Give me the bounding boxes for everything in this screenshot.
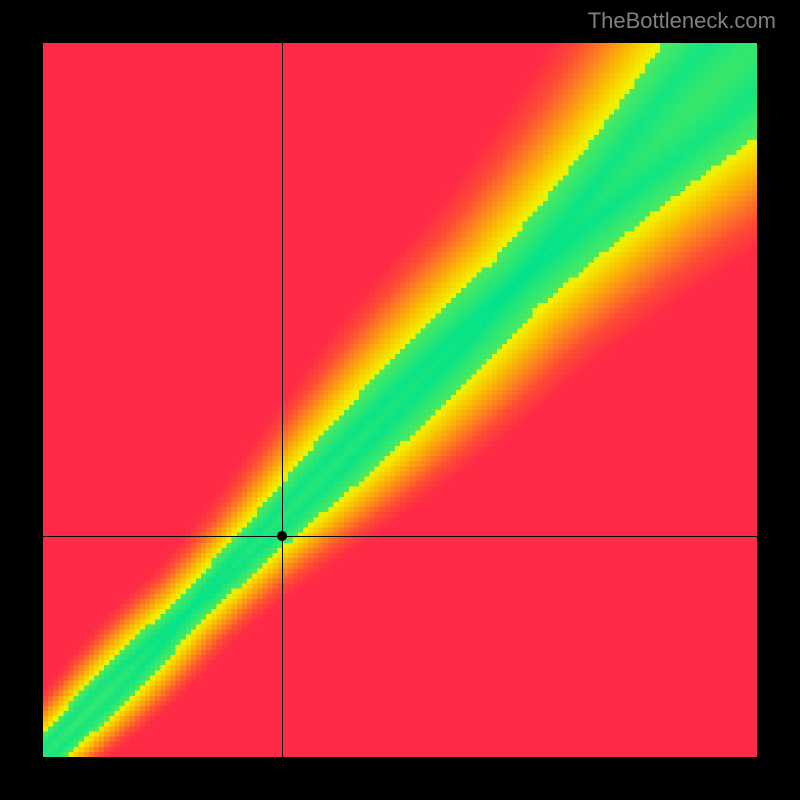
benchmark-marker [277, 531, 287, 541]
crosshair-vertical [282, 43, 283, 757]
watermark-text: TheBottleneck.com [588, 8, 776, 34]
crosshair-horizontal [43, 536, 757, 537]
heatmap-plot [43, 43, 757, 757]
heatmap-canvas [43, 43, 757, 757]
